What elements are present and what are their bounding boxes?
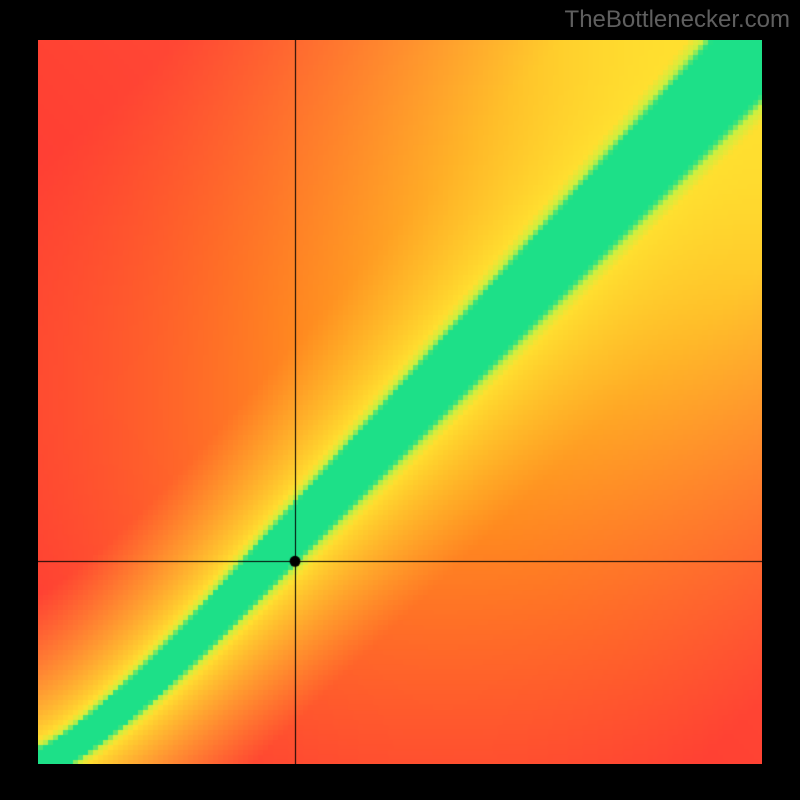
watermark-label: TheBottlenecker.com [565, 6, 790, 34]
bottleneck-heatmap [38, 40, 762, 764]
